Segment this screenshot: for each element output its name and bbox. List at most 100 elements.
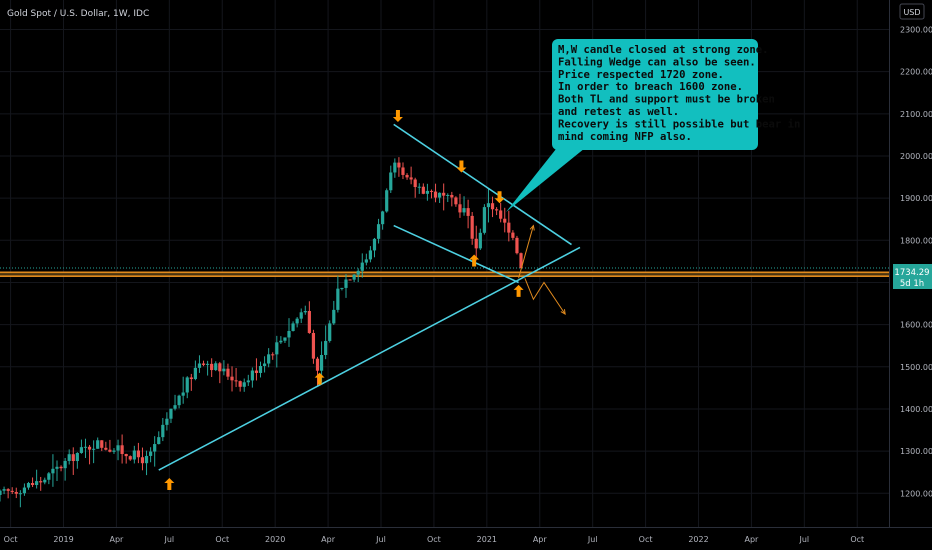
candle <box>197 355 202 373</box>
candle-body <box>267 354 271 364</box>
annotation-text: M,W candle closed at strong zone. Falling… <box>558 44 800 143</box>
candle-body <box>262 363 267 366</box>
candle <box>165 412 169 431</box>
candle <box>63 457 67 481</box>
candle <box>438 192 442 203</box>
candle <box>381 210 385 230</box>
annotation-line: Recovery is still possible but bear in <box>558 118 800 130</box>
arrow-up-icon <box>513 284 524 297</box>
candle <box>30 477 35 488</box>
candle <box>189 373 193 391</box>
time-tick-label: Jul <box>587 535 598 544</box>
candle <box>79 439 84 454</box>
candle-body <box>83 446 88 448</box>
candle <box>201 360 206 367</box>
candle <box>499 202 503 223</box>
candle-body <box>446 194 450 196</box>
candle-body <box>303 311 307 313</box>
candle-body <box>120 445 124 454</box>
candle-body <box>348 279 352 281</box>
currency-button[interactable]: USD <box>899 3 925 20</box>
candle-body <box>144 455 149 464</box>
time-tick-label: Oct <box>850 535 864 544</box>
candle-body <box>87 446 92 450</box>
candle <box>401 162 405 180</box>
candle-body <box>409 177 413 180</box>
candle-body <box>356 270 360 275</box>
annotation-line: M,W candle closed at strong zone. <box>558 44 768 56</box>
candle-body <box>35 481 39 486</box>
candle <box>511 230 515 241</box>
candle-body <box>39 481 43 483</box>
candle <box>368 246 373 263</box>
candle <box>462 196 466 216</box>
candle <box>376 218 381 244</box>
candle-body <box>169 408 173 419</box>
candle <box>234 368 238 388</box>
candle-body <box>246 380 250 383</box>
annotation-line: and retest as well. <box>558 106 679 118</box>
candle-body <box>507 222 511 233</box>
candle-body <box>344 279 348 288</box>
candle <box>0 489 2 502</box>
current-price-value: 1734.29 <box>894 268 929 278</box>
time-tick-label: Apr <box>744 535 759 544</box>
wedge-upper-trendline <box>393 123 572 246</box>
time-tick-label: Jul <box>375 535 386 544</box>
candle-body <box>307 311 311 333</box>
candle-body <box>132 450 136 460</box>
candle <box>173 394 177 411</box>
candle-body <box>442 192 446 196</box>
candle <box>311 329 316 364</box>
candle <box>287 318 291 347</box>
candle <box>210 358 214 377</box>
candle <box>348 279 352 281</box>
time-tick-label: Oct <box>4 535 18 544</box>
candle <box>6 488 10 499</box>
candle <box>47 471 51 485</box>
candle-body <box>385 190 389 212</box>
trendlines <box>158 123 581 471</box>
annotation-line: Falling Wedge can also be seen. <box>558 56 756 68</box>
candle <box>258 361 263 378</box>
time-tick-label: Jul <box>799 535 810 544</box>
candle <box>413 177 417 198</box>
candle-body <box>291 323 295 331</box>
candle-body <box>258 365 263 373</box>
candle-body <box>336 288 340 310</box>
arrow-up-icon <box>469 254 480 267</box>
candle <box>466 199 470 229</box>
candle-body <box>287 330 291 338</box>
candle-body <box>26 483 31 488</box>
candle <box>356 268 360 283</box>
candle <box>328 320 332 343</box>
candle <box>417 183 421 194</box>
candle <box>59 465 63 472</box>
candle <box>262 356 267 373</box>
candle-body <box>389 172 393 191</box>
candle-body <box>165 418 169 425</box>
candle <box>458 193 462 218</box>
candle <box>470 212 474 245</box>
candle-body <box>368 250 373 260</box>
candle <box>283 337 287 344</box>
candle-body <box>397 162 401 168</box>
candle-body <box>340 287 344 289</box>
candle-body <box>63 460 67 469</box>
time-tick-label: Apr <box>533 535 548 544</box>
price-tick-label: 1600.00 <box>900 321 932 330</box>
candle-body <box>515 237 519 254</box>
candle <box>324 325 328 360</box>
price-axis: 1200.001300.001400.001500.001600.001700.… <box>889 0 932 527</box>
candle-body <box>429 190 434 192</box>
candle-body <box>10 490 14 492</box>
candle-body <box>433 191 438 198</box>
candle <box>92 440 96 464</box>
candle <box>140 447 145 471</box>
candle-body <box>279 340 283 343</box>
candle-body <box>486 203 491 208</box>
candle-body <box>22 487 27 494</box>
current-price-label: 1734.29 5d 1h <box>893 264 932 289</box>
candle-body <box>319 355 324 371</box>
